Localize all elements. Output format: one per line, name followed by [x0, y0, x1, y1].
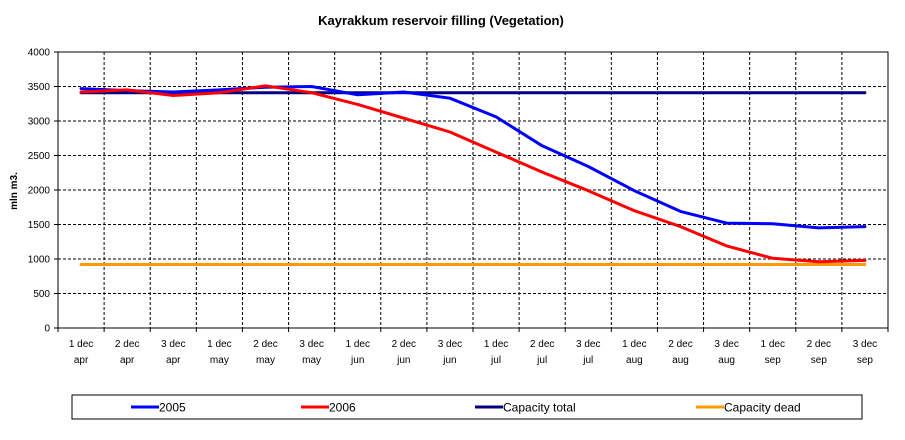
y-tick-label: 3000: [28, 117, 51, 128]
x-tick-label-month: jun: [396, 355, 410, 366]
y-tick-label: 0: [44, 324, 50, 335]
legend-box: [71, 394, 863, 420]
x-tick-label-month: may: [256, 355, 275, 366]
x-tick-label-decade: 3 dec: [714, 339, 738, 350]
x-tick-label-decade: 3 dec: [576, 339, 600, 350]
x-tick-label-decade: 3 dec: [161, 339, 185, 350]
chart-title: Kayrakkum reservoir filling (Vegetation): [318, 13, 564, 28]
x-tick-label-month: may: [210, 355, 229, 366]
x-tick-label-decade: 1 dec: [760, 339, 784, 350]
x-tick-label-month: sep: [811, 355, 828, 366]
x-tick-label-decade: 3 dec: [853, 339, 877, 350]
y-tick-label: 2000: [28, 186, 51, 197]
x-tick-label-month: jun: [442, 355, 456, 366]
x-tick-label-month: apr: [120, 355, 135, 366]
x-tick-label-month: aug: [672, 355, 689, 366]
x-tick-label-decade: 1 dec: [69, 339, 93, 350]
y-tick-label: 500: [33, 289, 50, 300]
x-tick-label-decade: 1 dec: [622, 339, 646, 350]
x-tick-label-month: aug: [626, 355, 643, 366]
x-tick-label-decade: 3 dec: [299, 339, 323, 350]
x-tick-label-month: apr: [166, 355, 181, 366]
y-axis-label: mln m3.: [9, 172, 20, 210]
x-tick-label-decade: 2 dec: [253, 339, 277, 350]
x-tick-label-decade: 1 dec: [345, 339, 369, 350]
x-tick-label-month: jul: [582, 355, 593, 366]
x-tick-label-decade: 2 dec: [807, 339, 831, 350]
y-tick-label: 2500: [28, 151, 51, 162]
x-tick-label-month: jul: [536, 355, 547, 366]
x-tick-label-decade: 1 dec: [484, 339, 508, 350]
axes: 0 500 1000 1500 2000 2500 3000 3500 4000 1 dec apr…: [28, 48, 889, 366]
y-tick-label: 4000: [28, 48, 51, 59]
legend: 2005 2006 Capacity total Capacity dead: [71, 394, 863, 420]
legend-label-2006: 2006: [329, 401, 356, 415]
x-tick-label-month: sep: [857, 355, 874, 366]
x-tick-label-decade: 2 dec: [392, 339, 416, 350]
x-tick-label-decade: 2 dec: [530, 339, 554, 350]
y-tick-label: 1000: [28, 255, 51, 266]
legend-label-2005: 2005: [159, 401, 186, 415]
x-tick-label-month: jul: [490, 355, 501, 366]
series-line-2006: [79, 84, 867, 264]
series-lines: [79, 84, 867, 266]
x-tick-label-decade: 2 dec: [115, 339, 139, 350]
legend-label-capacity-total: Capacity total: [503, 401, 576, 415]
x-tick-label-month: sep: [765, 355, 782, 366]
x-tick-label-month: jun: [350, 355, 364, 366]
series-capacity-dead: [79, 263, 867, 266]
x-tick-label-decade: 2 dec: [668, 339, 692, 350]
y-tick-label: 1500: [28, 220, 51, 231]
x-tick-label-decade: 3 dec: [438, 339, 462, 350]
series-2006: [79, 84, 867, 264]
x-tick-label-month: apr: [74, 355, 89, 366]
x-tick-label-decade: 1 dec: [207, 339, 231, 350]
x-tick-label-month: aug: [718, 355, 735, 366]
x-tick-label-month: may: [302, 355, 321, 366]
series-line-2005: [79, 85, 867, 230]
y-tick-label: 3500: [28, 82, 51, 93]
series-2005: [79, 85, 867, 230]
legend-label-capacity-dead: Capacity dead: [724, 401, 801, 415]
